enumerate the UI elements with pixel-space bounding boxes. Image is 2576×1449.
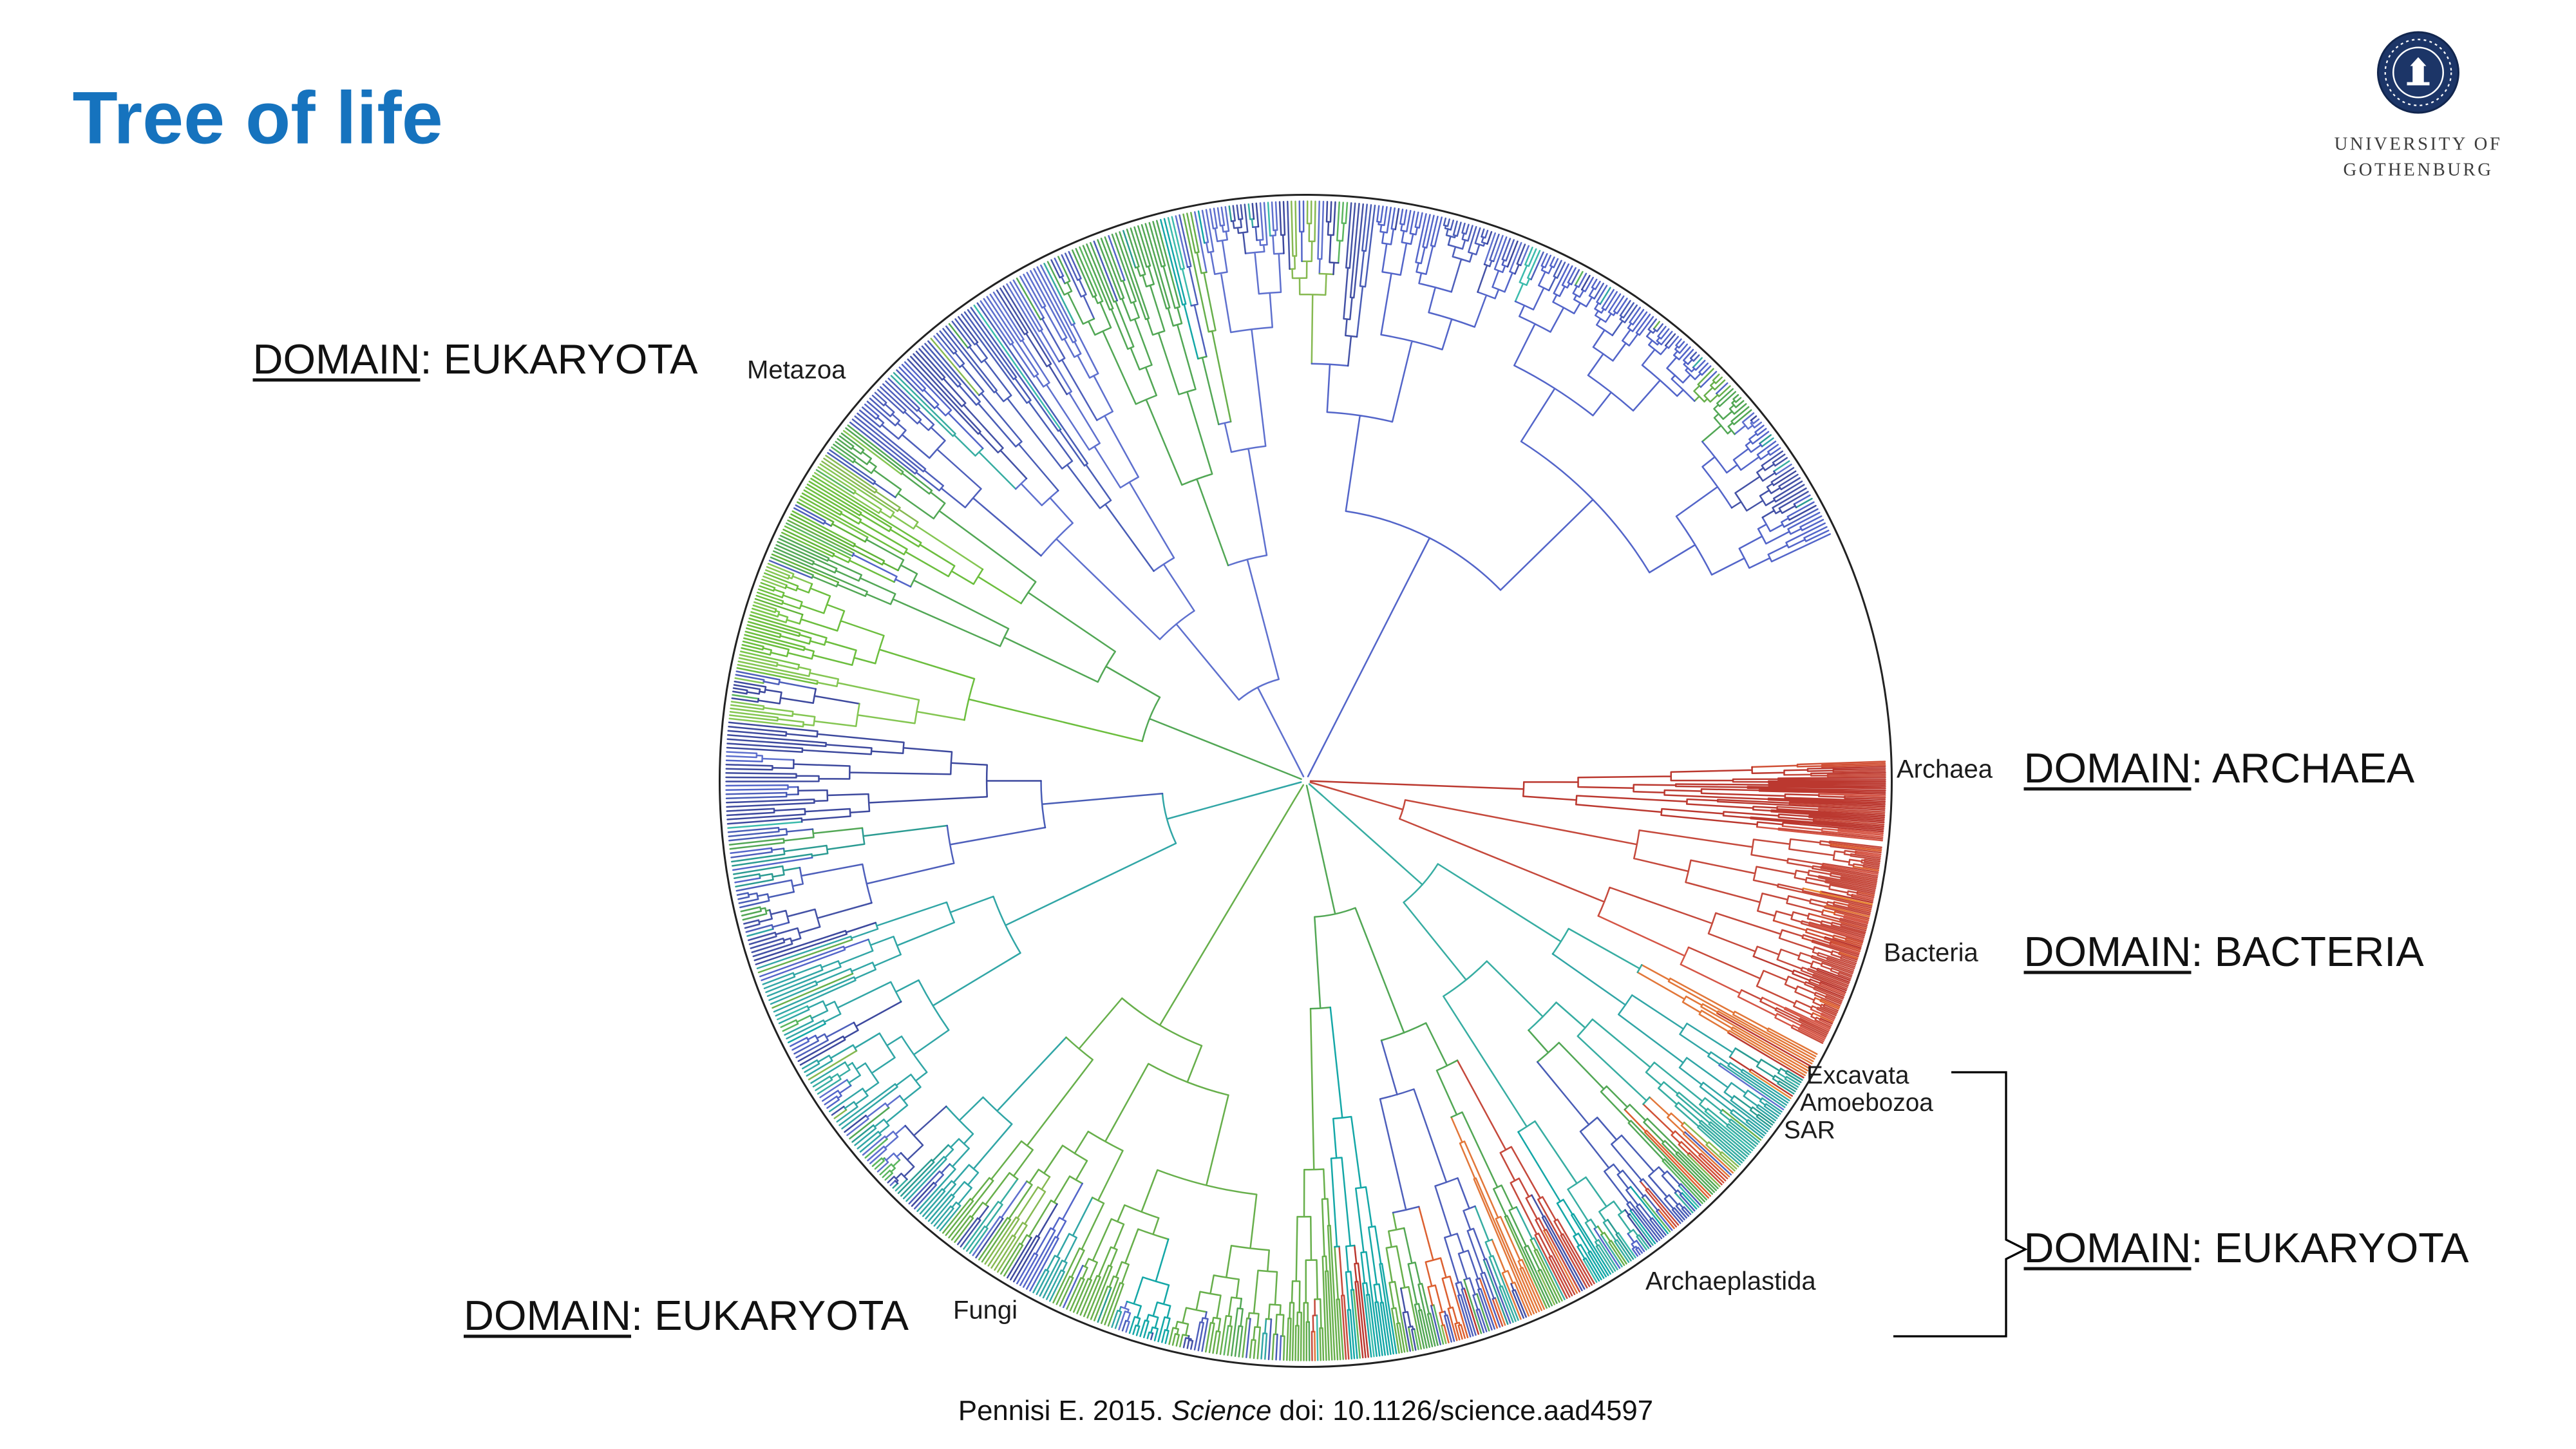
tree-branches [1748,887,1873,1099]
annotation-domain-eukaryota-top: DOMAIN: EUKARYOTA [253,335,698,385]
annotation-domain-bacteria: DOMAIN: BACTERIA [2024,927,2424,978]
tree-branches [1309,766,1886,1359]
tree-branches [727,202,1754,1361]
clade-label-metazoa: Metazoa [747,357,846,385]
tree-branches [754,501,899,616]
tree-branches [725,214,1819,1358]
clade-label-fungi: Fungi [953,1298,1018,1325]
annotation-prefix: DOMAIN [2023,744,2192,792]
tree-branches [725,201,1817,1283]
tree-outer-rim [719,194,1893,1368]
logo-line2: GOTHENBURG [2343,160,2494,180]
tree-branches [740,498,869,666]
tree-branches [743,200,1809,1352]
clade-label-amoebozoa: Amoebozoa [1800,1090,1933,1118]
annotation-prefix: DOMAIN [2023,1224,2192,1272]
annotation-rest: : EUKARYOTA [2191,1224,2469,1272]
tree-branches [1309,770,1886,1361]
university-logo-text: UNIVERSITY OF GOTHENBURG [2306,134,2531,184]
tree-branches [725,200,1831,1361]
annotation-prefix: DOMAIN [252,335,421,383]
annotation-rest: : EUKARYOTA [420,335,698,383]
tree-branches [1418,844,1882,1343]
clade-label-archaeplastida: Archaeplastida [1645,1269,1816,1296]
tree-branches [731,205,1813,1325]
clade-label-sar: SAR [1784,1117,1835,1145]
tree-branches [732,201,1703,1359]
slide-title: Tree of life [72,75,443,160]
tree-branches [725,204,1701,1361]
citation: Pennisi E. 2015. Science doi: 10.1126/sc… [958,1394,1653,1428]
tree-branches [746,287,1790,1360]
citation-pre: Pennisi E. 2015. [958,1394,1171,1426]
annotation-prefix: DOMAIN [2023,927,2192,976]
tree-branches [1597,793,1886,1043]
university-seal-icon [2377,31,2459,114]
citation-post: doi: 10.1126/science.aad4597 [1271,1394,1654,1426]
annotation-rest: : ARCHAEA [2191,744,2415,792]
tree-branches [808,200,1739,1344]
tree-branches [1314,905,1870,1361]
tree-branches [736,475,1143,743]
tree-branches [726,200,1792,1333]
clade-label-archaea: Archaea [1897,757,1993,784]
clade-label-excavata: Excavata [1806,1063,1909,1090]
annotation-rest: : BACTERIA [2191,927,2424,976]
tree-branches [728,220,1752,1361]
tree-branches [788,210,1698,1359]
tree-branches [728,430,984,728]
annotation-prefix: DOMAIN [464,1291,631,1340]
citation-journal: Science [1171,1394,1272,1426]
annotation-domain-eukaryota-right: DOMAIN: EUKARYOTA [2024,1224,2469,1274]
tree-branches [812,203,1801,1323]
tree-branches [1492,761,1886,1327]
annotation-domain-archaea: DOMAIN: ARCHAEA [2024,744,2415,794]
tree-branches [757,212,1762,1361]
tree-branches [1338,775,1886,1360]
annotation-rest: : EUKARYOTA [631,1291,909,1340]
university-logo: UNIVERSITY OF GOTHENBURG [2306,29,2531,184]
logo-line1: UNIVERSITY OF [2334,135,2503,155]
eukaryota-group-bracket [1893,1071,2028,1338]
clade-label-bacteria: Bacteria [1884,940,1978,968]
annotation-domain-eukaryota-bottom: DOMAIN: EUKARYOTA [464,1291,909,1341]
